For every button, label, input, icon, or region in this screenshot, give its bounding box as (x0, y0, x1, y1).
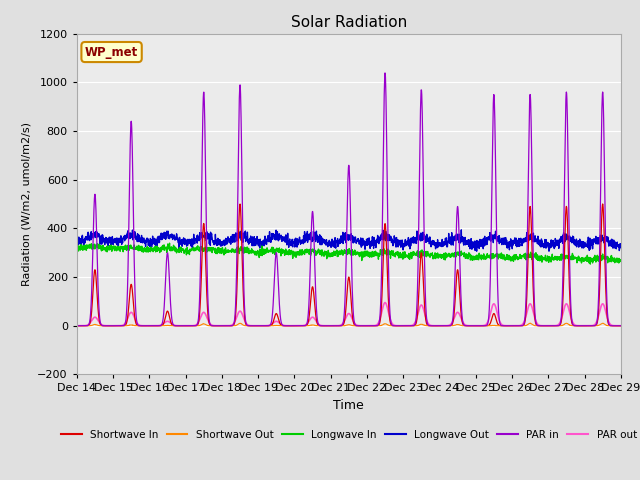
Longwave In (225, 250, 232, 255)
Shortwave Out (617, 323, 625, 328)
PAR in (381, 70, 388, 76)
Longwave In (365, 249, 372, 255)
Shortwave Out (365, 323, 372, 328)
Longwave Out (508, 242, 515, 248)
PAR out (507, 323, 515, 329)
PAR in (507, 323, 515, 329)
Shortwave In (376, 318, 384, 324)
PAR in (365, 323, 372, 329)
Longwave In (569, 252, 577, 258)
Legend: Shortwave In, Shortwave Out, Longwave In, Longwave Out, PAR in, PAR out: Shortwave In, Shortwave Out, Longwave In… (56, 426, 640, 444)
Shortwave In (617, 323, 625, 329)
Line: Longwave Out: Longwave Out (77, 230, 621, 251)
Shortwave Out (73, 323, 81, 329)
Longwave Out (473, 248, 481, 254)
Shortwave In (584, 323, 591, 329)
Shortwave In (599, 201, 607, 207)
Shortwave In (569, 322, 577, 328)
Longwave In (507, 257, 515, 263)
PAR in (376, 311, 384, 316)
PAR out (569, 320, 577, 325)
PAR out (365, 323, 372, 329)
PAR in (584, 323, 592, 329)
Shortwave Out (570, 323, 577, 328)
PAR out (225, 323, 232, 329)
PAR in (73, 323, 81, 329)
Shortwave Out (584, 323, 592, 328)
Longwave Out (458, 227, 465, 233)
Longwave Out (376, 238, 384, 243)
Line: PAR in: PAR in (77, 73, 621, 326)
Text: WP_met: WP_met (85, 46, 138, 59)
Y-axis label: Radiation (W/m2, umol/m2/s): Radiation (W/m2, umol/m2/s) (22, 122, 32, 286)
PAR in (617, 323, 625, 329)
PAR out (73, 323, 81, 329)
Longwave Out (584, 234, 592, 240)
Shortwave In (73, 323, 81, 329)
Longwave In (617, 259, 625, 264)
Longwave Out (225, 237, 232, 243)
Shortwave In (365, 323, 372, 329)
Line: PAR out: PAR out (77, 302, 621, 326)
Longwave In (376, 247, 384, 252)
Line: Longwave In: Longwave In (77, 243, 621, 264)
Longwave In (586, 261, 594, 267)
Line: Shortwave Out: Shortwave Out (77, 323, 621, 326)
PAR out (584, 323, 592, 329)
Longwave In (166, 240, 173, 246)
Title: Solar Radiation: Solar Radiation (291, 15, 407, 30)
Longwave Out (365, 240, 372, 246)
Longwave Out (570, 239, 577, 244)
Longwave In (73, 246, 81, 252)
PAR in (569, 322, 577, 327)
PAR out (617, 323, 625, 329)
Shortwave Out (507, 323, 515, 328)
X-axis label: Time: Time (333, 399, 364, 412)
Shortwave Out (376, 323, 384, 328)
Longwave Out (617, 241, 625, 247)
PAR out (381, 300, 388, 305)
Shortwave Out (225, 323, 232, 328)
Longwave Out (73, 238, 81, 243)
Shortwave In (225, 323, 232, 329)
Line: Shortwave In: Shortwave In (77, 204, 621, 326)
PAR out (376, 315, 384, 321)
Shortwave Out (73, 323, 81, 328)
Shortwave In (507, 323, 515, 329)
Shortwave Out (527, 320, 534, 326)
Longwave In (584, 256, 592, 262)
PAR in (225, 323, 232, 329)
